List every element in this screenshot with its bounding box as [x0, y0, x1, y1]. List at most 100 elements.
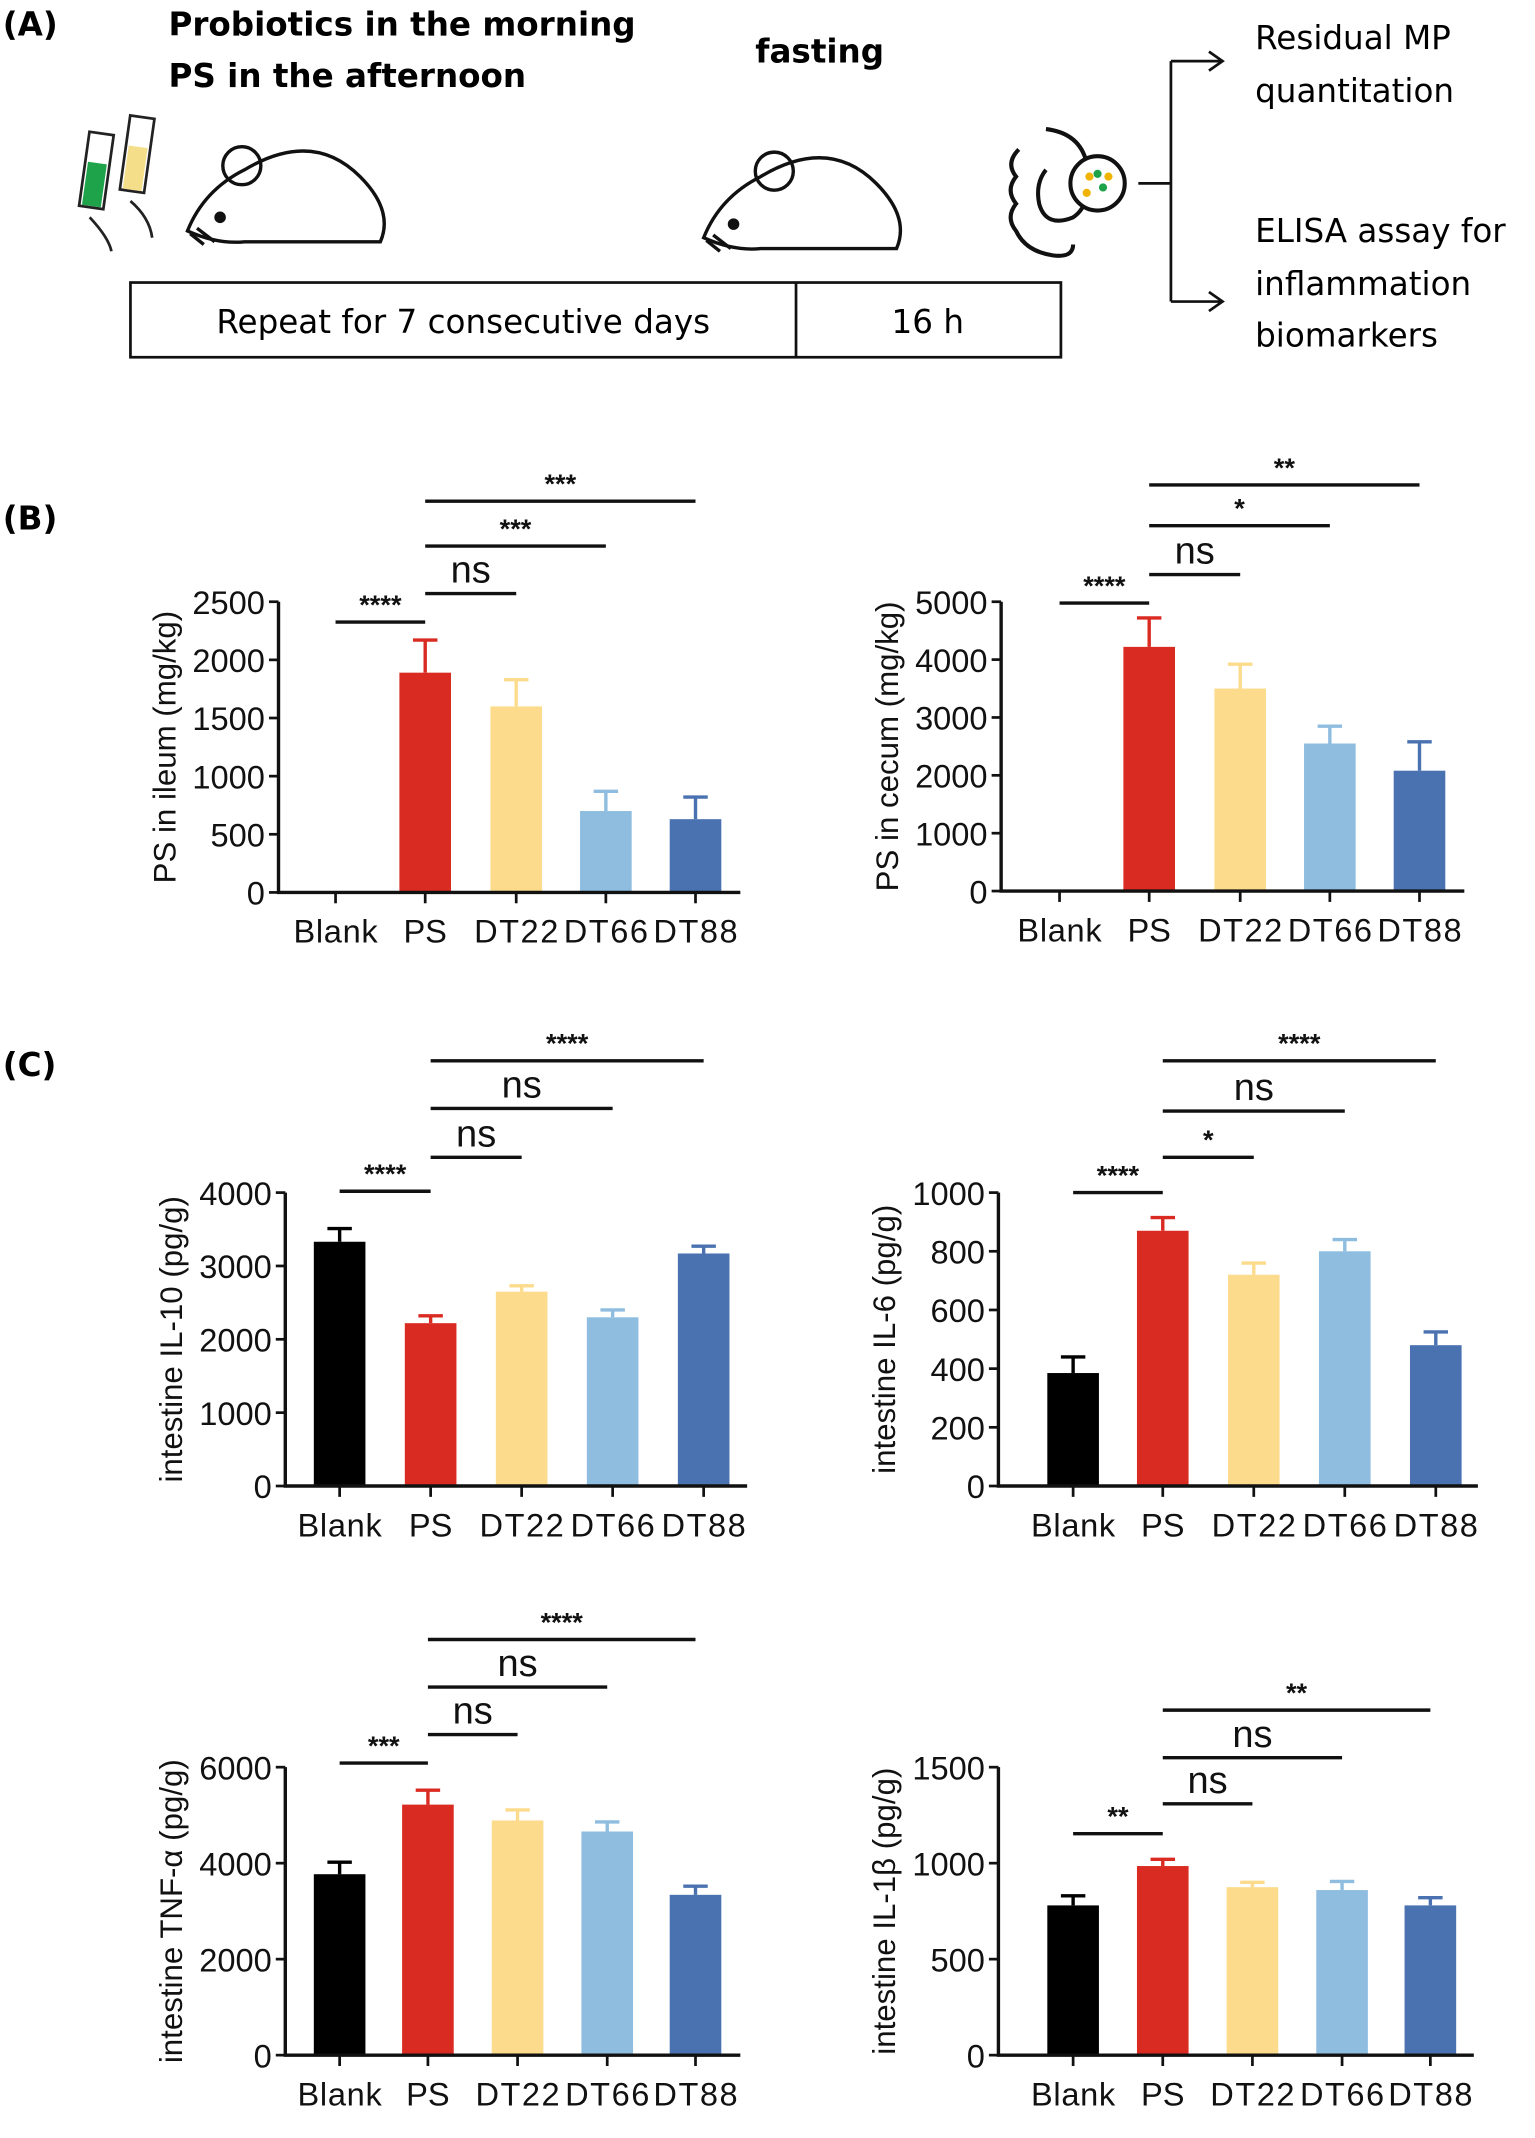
- x-tick-label: DT22: [1212, 1506, 1296, 1543]
- significance-label: ns: [456, 1113, 496, 1155]
- error-bar-dt22: [1241, 1261, 1267, 1275]
- bar-blank: [1047, 1373, 1099, 1487]
- y-tick-label: 3000: [199, 1248, 271, 1285]
- y-tick-label: 1000: [915, 815, 987, 852]
- error-bar-dt22: [509, 1284, 534, 1292]
- bar-chart-4: Blank PS DT22 DT66 DT88 0 200 400 600 800 1000 inte…: [867, 1028, 1478, 1544]
- y-tick-label: 4000: [915, 642, 987, 679]
- error-bar-dt66: [600, 1308, 625, 1318]
- repeat-days-label: Repeat for 7 consecutive days: [216, 303, 710, 341]
- bar-dt66: [586, 1317, 639, 1487]
- y-tick-label: 4000: [199, 1175, 271, 1212]
- x-tick-label: Blank: [293, 913, 378, 950]
- error-bar-dt88: [1407, 740, 1432, 771]
- y-tick-label: 0: [967, 1468, 985, 1505]
- error-bar-dt66: [594, 1820, 620, 1832]
- bar-dt22: [1226, 1887, 1279, 2056]
- error-bar-ps: [1136, 616, 1162, 647]
- x-tick-label: Blank: [298, 2075, 383, 2112]
- y-axis-label: PS in cecum (mg/kg): [870, 601, 905, 891]
- y-tick-label: 0: [247, 875, 265, 912]
- bar-dt66: [1318, 1251, 1371, 1487]
- significance-label: ****: [359, 589, 402, 620]
- y-tick-label: 400: [930, 1351, 984, 1388]
- significance-label: ***: [544, 468, 576, 499]
- axes: [283, 1192, 748, 1488]
- y-tick-label: 2000: [915, 758, 987, 795]
- significance-label: *: [1234, 493, 1245, 524]
- significance-label: ns: [1234, 1067, 1274, 1109]
- bar-ps: [1136, 1230, 1189, 1487]
- bar-dt88: [1393, 770, 1446, 892]
- y-tick-label: 0: [254, 1468, 272, 1505]
- bar-blank: [313, 1874, 366, 2056]
- error-bar-dt88: [691, 1244, 716, 1254]
- x-tick-label: Blank: [1017, 911, 1102, 948]
- error-bar-blank: [327, 1226, 352, 1242]
- bar-dt88: [669, 819, 722, 893]
- x-tick-label: DT88: [653, 913, 737, 950]
- mouse-fasting-icon: [701, 150, 903, 253]
- output-1-line-2: quantitation: [1255, 72, 1454, 110]
- y-axis-label: intestine TNF-α (pg/g): [154, 1759, 189, 2063]
- x-tick-label: DT22: [474, 913, 558, 950]
- error-bar-dt22: [1227, 662, 1253, 689]
- y-tick-label: 2500: [192, 584, 264, 621]
- x-tick-label: Blank: [1031, 2075, 1116, 2112]
- fasting-hours-label: 16 h: [892, 303, 964, 341]
- x-tick-label: DT88: [1394, 1506, 1478, 1543]
- y-tick-label: 6000: [199, 1749, 271, 1786]
- error-bar-blank: [1060, 1894, 1086, 1906]
- protocol-line-1: Probiotics in the morning: [168, 5, 635, 43]
- significance-label: ****: [1278, 1028, 1321, 1059]
- output-1-line-1: Residual MP: [1255, 19, 1451, 57]
- x-tick-label: DT66: [1300, 2075, 1384, 2112]
- bar-ps: [402, 1804, 454, 2056]
- timeline-box: [129, 281, 1063, 359]
- bar-chart-3: Blank PS DT22 DT66 DT88 0 1000 2000 3000 4000 inte…: [154, 1028, 748, 1543]
- x-tick-label: DT88: [1388, 2075, 1472, 2112]
- bar-chart-2: Blank PS DT22 DT66 DT88 0 1000 2000 3000 4000 5000…: [870, 452, 1465, 948]
- y-axis-label: PS in ileum (mg/kg): [147, 611, 182, 884]
- x-tick-label: PS: [1141, 2075, 1184, 2112]
- significance-label: *: [1203, 1124, 1214, 1155]
- x-tick-label: PS: [1127, 911, 1170, 948]
- significance-label: **: [1286, 1677, 1308, 1708]
- protocol-line-2: PS in the afternoon: [168, 57, 526, 95]
- y-tick-label: 0: [969, 873, 987, 910]
- x-tick-label: DT66: [1288, 911, 1372, 948]
- y-tick-label: 800: [930, 1234, 984, 1271]
- panel-b-label: (B): [3, 500, 58, 538]
- y-tick-label: 200: [930, 1410, 984, 1447]
- error-bar-dt22: [505, 1808, 530, 1821]
- significance-label: ns: [1188, 1760, 1228, 1802]
- bar-blank: [1047, 1905, 1099, 2056]
- y-tick-label: 0: [254, 2037, 272, 2074]
- bar-dt22: [490, 706, 543, 893]
- x-tick-label: DT22: [475, 2075, 559, 2112]
- intestine-icon: [1008, 127, 1127, 258]
- x-tick-label: DT66: [571, 1506, 655, 1543]
- y-tick-label: 0: [967, 2037, 985, 2074]
- y-tick-label: 1500: [912, 1749, 984, 1786]
- bar-dt66: [1316, 1890, 1368, 2056]
- x-tick-label: PS: [406, 2075, 449, 2112]
- error-bar-dt88: [683, 1884, 708, 1895]
- axes: [283, 1767, 741, 2057]
- y-tick-label: 2000: [192, 642, 264, 679]
- bar-dt66: [581, 1831, 634, 2056]
- bar-dt66: [1304, 743, 1356, 892]
- bar-dt22: [495, 1291, 548, 1487]
- bar-dt88: [1404, 1905, 1457, 2056]
- error-bar-dt66: [1329, 1879, 1355, 1891]
- y-tick-label: 4000: [199, 1845, 271, 1882]
- x-tick-label: DT22: [1198, 911, 1282, 948]
- error-bar-dt66: [1317, 724, 1343, 744]
- bar-ps: [404, 1323, 457, 1487]
- panel-c-label: (C): [3, 1046, 57, 1084]
- output-2-line-1: ELISA assay for: [1255, 212, 1506, 250]
- significance-label: ns: [453, 1691, 493, 1733]
- significance-label: **: [1107, 1801, 1129, 1832]
- significance-label: ns: [502, 1065, 542, 1107]
- error-bar-blank: [327, 1860, 352, 1875]
